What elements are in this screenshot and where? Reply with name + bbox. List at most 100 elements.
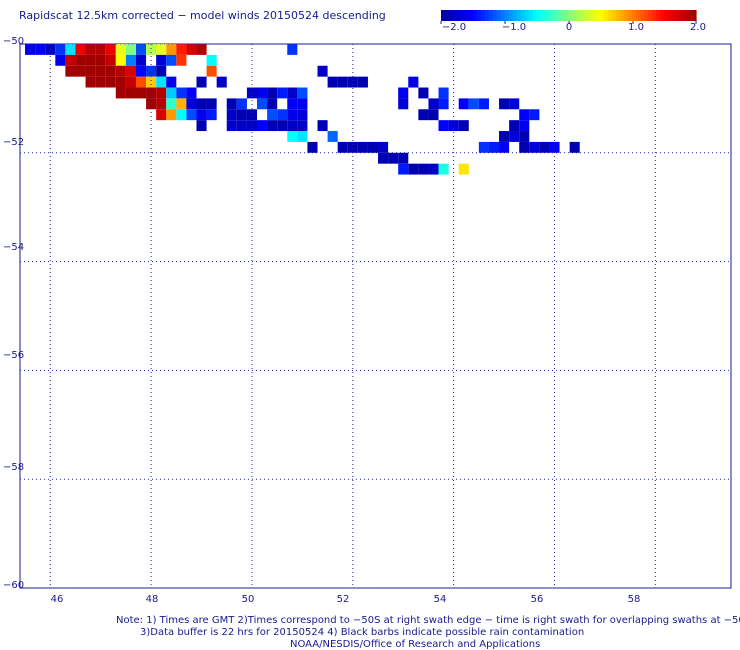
wind-diff-cell <box>115 65 126 77</box>
wind-diff-cell <box>196 98 207 110</box>
wind-diff-cell <box>428 98 439 110</box>
colorbar-step <box>560 10 566 21</box>
wind-diff-cell <box>398 152 409 164</box>
wind-diff-cell <box>135 87 147 99</box>
wind-diff-cell <box>398 163 409 175</box>
wind-diff-cell <box>287 98 298 110</box>
wind-diff-cell <box>186 87 197 99</box>
wind-diff-cell <box>388 152 399 164</box>
wind-diff-cell <box>105 44 116 55</box>
colorbar-step <box>568 10 574 21</box>
wind-diff-cell <box>186 98 197 110</box>
wind-diff-cell <box>378 141 389 153</box>
colorbar-step <box>636 10 641 21</box>
wind-diff-cell <box>65 44 76 55</box>
colorbar-step <box>516 10 522 21</box>
wind-diff-cell <box>176 98 187 110</box>
wind-diff-cell <box>428 163 439 175</box>
lat-label: −60 <box>3 580 25 591</box>
wind-diff-cell <box>307 141 318 153</box>
wind-diff-cell <box>418 163 429 175</box>
colorbar-step <box>628 10 633 21</box>
lon-label: 52 <box>336 594 350 605</box>
colorbar-step <box>496 10 502 21</box>
wind-diff-cell <box>45 44 56 55</box>
wind-diff-cell <box>196 44 207 55</box>
colorbar-step <box>684 10 689 21</box>
wind-diff-cell <box>378 152 389 164</box>
wind-diff-cell <box>166 76 177 88</box>
colorbar-step <box>488 10 494 21</box>
lon-label: 50 <box>241 594 255 605</box>
wind-diff-cell <box>95 44 106 55</box>
wind-diff-cell <box>166 109 177 121</box>
wind-diff-cell <box>297 131 308 142</box>
wind-diff-cell <box>206 65 217 77</box>
wind-diff-cell <box>509 98 520 110</box>
wind-diff-cell <box>166 54 177 66</box>
wind-diff-cell <box>125 87 136 99</box>
wind-diff-cell <box>236 109 247 121</box>
wind-diff-cell <box>549 141 560 153</box>
wind-diff-cell <box>327 131 338 142</box>
wind-diff-cell <box>226 98 237 110</box>
colorbar-step <box>640 10 645 21</box>
colorbar-step <box>624 10 629 21</box>
colorbar-step <box>492 10 498 21</box>
wind-diff-cell <box>327 76 338 88</box>
wind-diff-cell <box>297 120 308 132</box>
wind-diff-cell <box>398 87 409 99</box>
colorbar-step <box>688 10 693 21</box>
wind-diff-cell <box>267 98 278 110</box>
colorbar-step <box>592 10 597 21</box>
colorbar-tick-label: −1.0 <box>501 22 527 33</box>
wind-diff-cell <box>499 98 510 110</box>
colorbar-gradient <box>440 10 697 24</box>
colorbar-step <box>536 10 542 21</box>
colorbar-step <box>648 10 653 21</box>
wind-diff-cell <box>196 109 207 121</box>
wind-diff-cell <box>186 109 197 121</box>
wind-diff-cell <box>125 44 136 55</box>
wind-diff-cell <box>176 54 187 66</box>
colorbar-step <box>612 10 617 21</box>
wind-diff-cell <box>287 44 298 55</box>
wind-diff-cell <box>85 76 96 88</box>
wind-diff-cell <box>297 98 308 110</box>
wind-diff-cell <box>105 76 116 88</box>
wind-diff-cell <box>226 120 237 132</box>
wind-diff-cell <box>156 87 167 99</box>
lat-label: −56 <box>3 350 25 361</box>
wind-diff-cell <box>398 98 409 110</box>
wind-diff-cell <box>55 44 66 55</box>
wind-diff-cell <box>75 44 86 55</box>
wind-diff-cell <box>418 87 429 99</box>
wind-diff-cell <box>509 120 520 132</box>
colorbar-step <box>460 10 466 21</box>
wind-diff-cell <box>135 76 147 88</box>
wind-diff-cell <box>176 44 187 55</box>
wind-diff-cell <box>519 109 530 121</box>
wind-diff-cell <box>277 87 288 99</box>
wind-diff-cell <box>499 141 510 153</box>
wind-diff-cell <box>216 76 227 88</box>
wind-diff-cell <box>438 98 449 110</box>
wind-diff-cell <box>196 76 207 88</box>
colorbar-step <box>456 10 462 21</box>
wind-diff-cell <box>75 54 86 66</box>
colorbar-step <box>664 10 669 21</box>
colorbar-step <box>608 10 613 21</box>
colorbar-step <box>524 10 530 21</box>
colorbar-step <box>444 10 450 21</box>
wind-diff-cell <box>257 87 268 99</box>
wind-diff-cell <box>206 109 217 121</box>
wind-diff-cell <box>206 98 217 110</box>
colorbar-step <box>476 10 482 21</box>
wind-diff-cell <box>246 120 257 132</box>
wind-diff-cell <box>267 120 278 132</box>
note-line-1: Note: 1) Times are GMT 2)Times correspon… <box>116 615 740 626</box>
colorbar-step <box>484 10 490 21</box>
wind-diff-cell <box>267 87 278 99</box>
wind-diff-cell <box>499 131 510 142</box>
